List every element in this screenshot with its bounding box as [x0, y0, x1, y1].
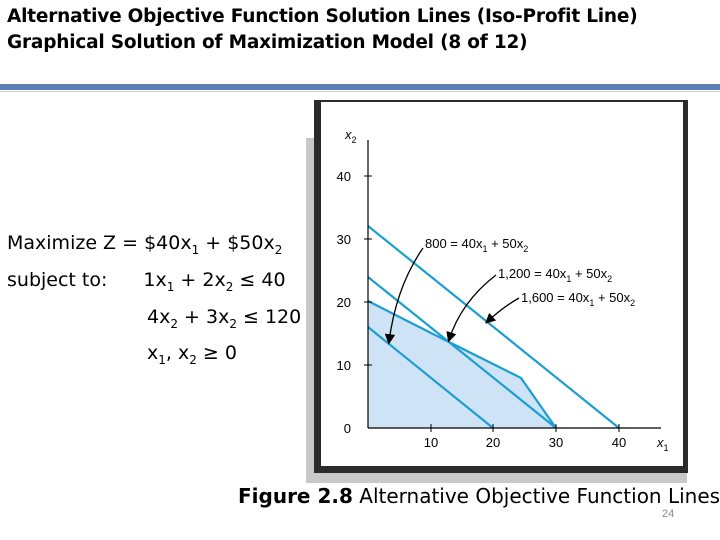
y-tick-label-10: 10	[337, 358, 351, 373]
x-tick-label-20: 20	[486, 435, 500, 450]
feasible-region	[368, 301, 556, 428]
graph-svg: 40 30 20 10 0 10 20 30 40 x2 x1 800 = 40…	[337, 127, 669, 453]
arrow-to-1200	[446, 274, 497, 343]
title-line-2: Graphical Solution of Maximization Model…	[7, 32, 528, 53]
constraint-2: 4x2 + 3x2 ≤ 120	[147, 305, 302, 331]
arrow-to-800	[384, 247, 424, 345]
arrow-to-1600	[485, 297, 520, 324]
figure-caption: Figure 2.8 Alternative Objective Functio…	[238, 484, 720, 508]
subject-to-label: subject to:	[7, 268, 108, 291]
x-tick-label-30: 30	[549, 435, 563, 450]
y-tick-label-0: 0	[344, 421, 351, 436]
graph-figure: 40 30 20 10 0 10 20 30 40 x2 x1 800 = 40…	[321, 102, 683, 466]
x-axis-label: x1	[656, 435, 669, 453]
iso-label-800: 800 = 40x1 + 50x2	[425, 236, 528, 254]
title-divider	[0, 84, 720, 90]
constraint-boundary	[367, 300, 557, 429]
slide-title: Alternative Objective Function Solution …	[7, 4, 713, 56]
x-tick-label-40: 40	[612, 435, 626, 450]
x-tick-label-10: 10	[424, 435, 438, 450]
title-line-1: Alternative Objective Function Solution …	[7, 6, 638, 27]
iso-label-1200: 1,200 = 40x1 + 50x2	[498, 266, 612, 284]
iso-label-1600: 1,600 = 40x1 + 50x2	[521, 290, 635, 308]
y-axis-label: x2	[344, 127, 357, 145]
lp-model: Maximize Z = $40x1 + $50x2 subject to: 1x…	[7, 228, 301, 375]
title-divider-thin	[0, 91, 720, 92]
constraint-1: subject to: 1x1 + 2x2 ≤ 40	[7, 268, 286, 294]
objective-function: Maximize Z = $40x1 + $50x2	[7, 232, 283, 257]
iso-line-1600	[367, 225, 620, 429]
non-negativity: x1, x2 ≥ 0	[147, 342, 237, 368]
y-tick-label-30: 30	[337, 232, 351, 247]
y-tick-label-40: 40	[337, 169, 351, 184]
iso-line-1200	[367, 276, 557, 429]
y-tick-label-20: 20	[337, 295, 351, 310]
page-number: 24	[662, 508, 675, 520]
